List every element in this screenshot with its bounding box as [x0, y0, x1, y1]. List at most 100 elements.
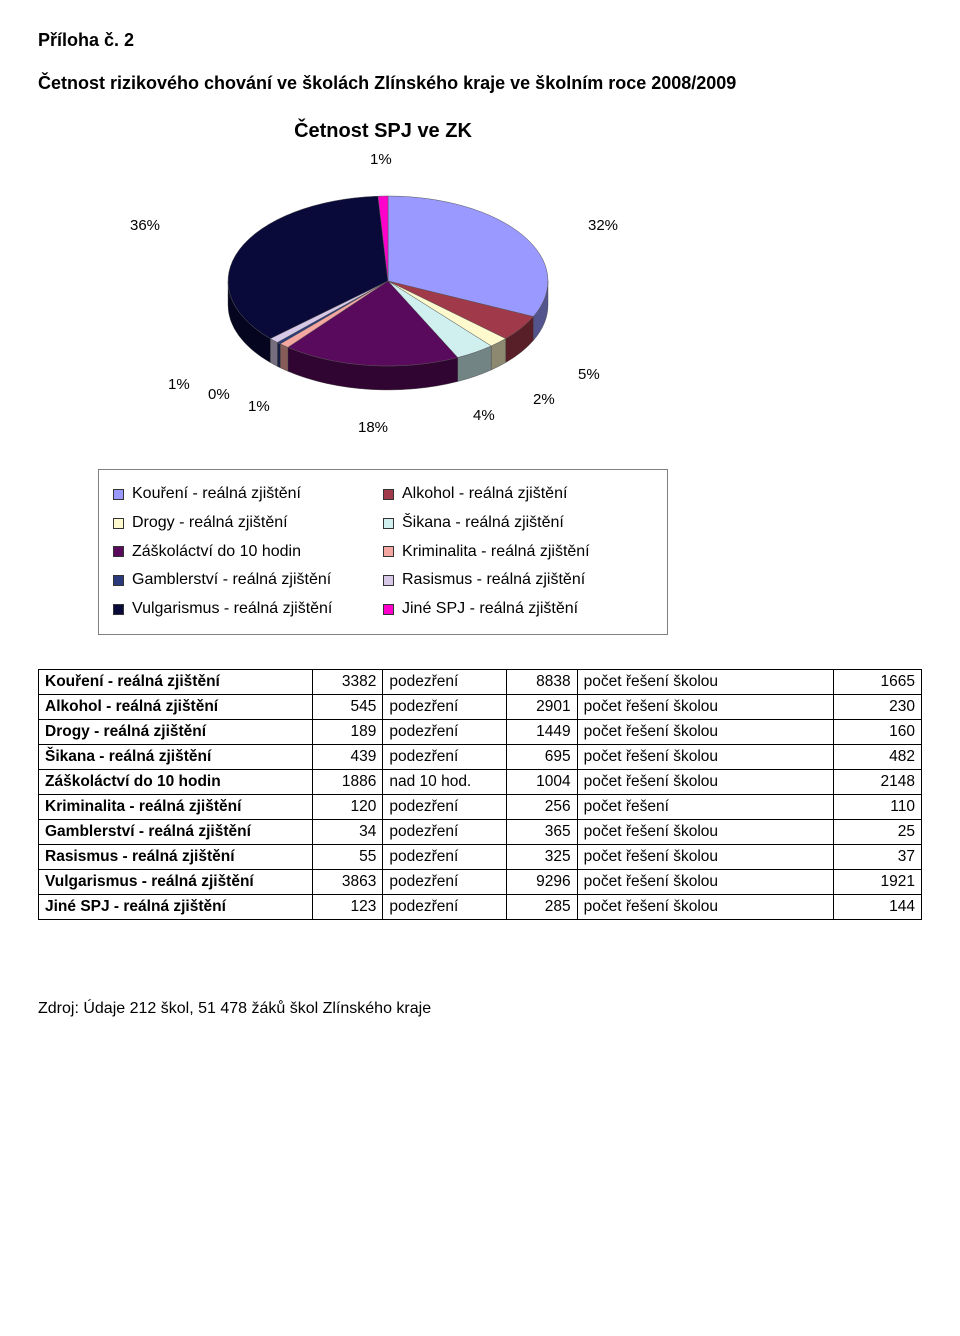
legend-swatch: [383, 489, 394, 500]
pie-area: 32%5%2%4%18%1%0%1%36%1%: [68, 151, 698, 451]
legend-label: Rasismus - reálná zjištění: [402, 568, 585, 593]
row-mid-label: podezření: [383, 894, 507, 919]
pie-pct-label: 2%: [533, 391, 555, 408]
row-count-2: 256: [506, 794, 577, 819]
row-count-2: 8838: [506, 669, 577, 694]
row-right-label: počet řešení školou: [577, 769, 833, 794]
row-label: Rasismus - reálná zjištění: [39, 844, 313, 869]
pie-pct-label: 18%: [358, 419, 388, 436]
legend-swatch: [113, 489, 124, 500]
legend-label: Alkohol - reálná zjištění: [402, 482, 567, 507]
row-right-label: počet řešení školou: [577, 819, 833, 844]
pie-pct-label: 4%: [473, 407, 495, 424]
row-right-label: počet řešení školou: [577, 694, 833, 719]
chart-title: Četnost SPJ ve ZK: [68, 120, 698, 143]
table-row: Gamblerství - reálná zjištění34podezření…: [39, 819, 922, 844]
row-mid-label: podezření: [383, 869, 507, 894]
row-count-2: 1004: [506, 769, 577, 794]
row-mid-label: podezření: [383, 794, 507, 819]
row-count-1: 3863: [312, 869, 383, 894]
row-count-3: 110: [833, 794, 921, 819]
table-row: Vulgarismus - reálná zjištění3863podezře…: [39, 869, 922, 894]
table-row: Rasismus - reálná zjištění55podezření325…: [39, 844, 922, 869]
row-mid-label: podezření: [383, 694, 507, 719]
pie-chart: Četnost SPJ ve ZK 32%5%2%4%18%1%0%1%36%1…: [68, 120, 698, 635]
row-count-3: 1665: [833, 669, 921, 694]
legend-item: Vulgarismus - reálná zjištění: [113, 595, 383, 624]
row-count-2: 365: [506, 819, 577, 844]
legend-label: Kouření - reálná zjištění: [132, 482, 301, 507]
pie-pct-label: 1%: [370, 151, 392, 168]
legend-label: Vulgarismus - reálná zjištění: [132, 597, 332, 622]
row-label: Drogy - reálná zjištění: [39, 719, 313, 744]
pie-pct-label: 0%: [208, 386, 230, 403]
row-count-1: 189: [312, 719, 383, 744]
legend-swatch: [113, 604, 124, 615]
legend-label: Kriminalita - reálná zjištění: [402, 540, 590, 565]
legend-item: Kouření - reálná zjištění: [113, 480, 383, 509]
row-count-1: 55: [312, 844, 383, 869]
legend-swatch: [383, 604, 394, 615]
appendix-label: Příloha č. 2: [38, 30, 922, 51]
row-label: Šikana - reálná zjištění: [39, 744, 313, 769]
legend-label: Záškoláctví do 10 hodin: [132, 540, 301, 565]
row-right-label: počet řešení školou: [577, 669, 833, 694]
row-count-2: 695: [506, 744, 577, 769]
row-count-2: 9296: [506, 869, 577, 894]
source-note: Zdroj: Údaje 212 škol, 51 478 žáků škol …: [38, 1000, 922, 1018]
legend-swatch: [113, 575, 124, 586]
row-right-label: počet řešení školou: [577, 719, 833, 744]
row-count-1: 1886: [312, 769, 383, 794]
row-mid-label: podezření: [383, 719, 507, 744]
row-label: Gamblerství - reálná zjištění: [39, 819, 313, 844]
legend-item: Jiné SPJ - reálná zjištění: [383, 595, 653, 624]
legend-swatch: [383, 518, 394, 529]
data-table: Kouření - reálná zjištění3382podezření88…: [38, 669, 922, 920]
row-count-2: 285: [506, 894, 577, 919]
row-count-1: 123: [312, 894, 383, 919]
legend-swatch: [383, 546, 394, 557]
row-count-1: 439: [312, 744, 383, 769]
row-label: Vulgarismus - reálná zjištění: [39, 869, 313, 894]
row-count-2: 1449: [506, 719, 577, 744]
legend-item: Šikana - reálná zjištění: [383, 509, 653, 538]
table-row: Kouření - reálná zjištění3382podezření88…: [39, 669, 922, 694]
row-count-3: 37: [833, 844, 921, 869]
legend-item: Drogy - reálná zjištění: [113, 509, 383, 538]
row-label: Alkohol - reálná zjištění: [39, 694, 313, 719]
row-count-2: 2901: [506, 694, 577, 719]
pie-pct-label: 32%: [588, 217, 618, 234]
legend-swatch: [113, 518, 124, 529]
row-count-1: 34: [312, 819, 383, 844]
row-count-3: 144: [833, 894, 921, 919]
legend-item: Alkohol - reálná zjištění: [383, 480, 653, 509]
row-count-3: 25: [833, 819, 921, 844]
row-right-label: počet řešení školou: [577, 894, 833, 919]
pie-pct-label: 1%: [248, 398, 270, 415]
table-row: Jiné SPJ - reálná zjištění123podezření28…: [39, 894, 922, 919]
row-right-label: počet řešení školou: [577, 869, 833, 894]
row-mid-label: podezření: [383, 844, 507, 869]
legend-label: Gamblerství - reálná zjištění: [132, 568, 331, 593]
legend-label: Drogy - reálná zjištění: [132, 511, 288, 536]
legend-item: Gamblerství - reálná zjištění: [113, 566, 383, 595]
row-label: Jiné SPJ - reálná zjištění: [39, 894, 313, 919]
table-row: Záškoláctví do 10 hodin1886nad 10 hod.10…: [39, 769, 922, 794]
legend-label: Jiné SPJ - reálná zjištění: [402, 597, 578, 622]
row-count-1: 120: [312, 794, 383, 819]
legend-swatch: [383, 575, 394, 586]
row-count-1: 545: [312, 694, 383, 719]
table-row: Drogy - reálná zjištění189podezření1449p…: [39, 719, 922, 744]
legend-label: Šikana - reálná zjištění: [402, 511, 564, 536]
row-count-3: 230: [833, 694, 921, 719]
legend-item: Rasismus - reálná zjištění: [383, 566, 653, 595]
row-count-3: 160: [833, 719, 921, 744]
row-count-1: 3382: [312, 669, 383, 694]
legend-item: Kriminalita - reálná zjištění: [383, 538, 653, 567]
legend-swatch: [113, 546, 124, 557]
row-right-label: počet řešení školou: [577, 744, 833, 769]
row-right-label: počet řešení: [577, 794, 833, 819]
row-mid-label: nad 10 hod.: [383, 769, 507, 794]
legend-item: Záškoláctví do 10 hodin: [113, 538, 383, 567]
row-mid-label: podezření: [383, 744, 507, 769]
